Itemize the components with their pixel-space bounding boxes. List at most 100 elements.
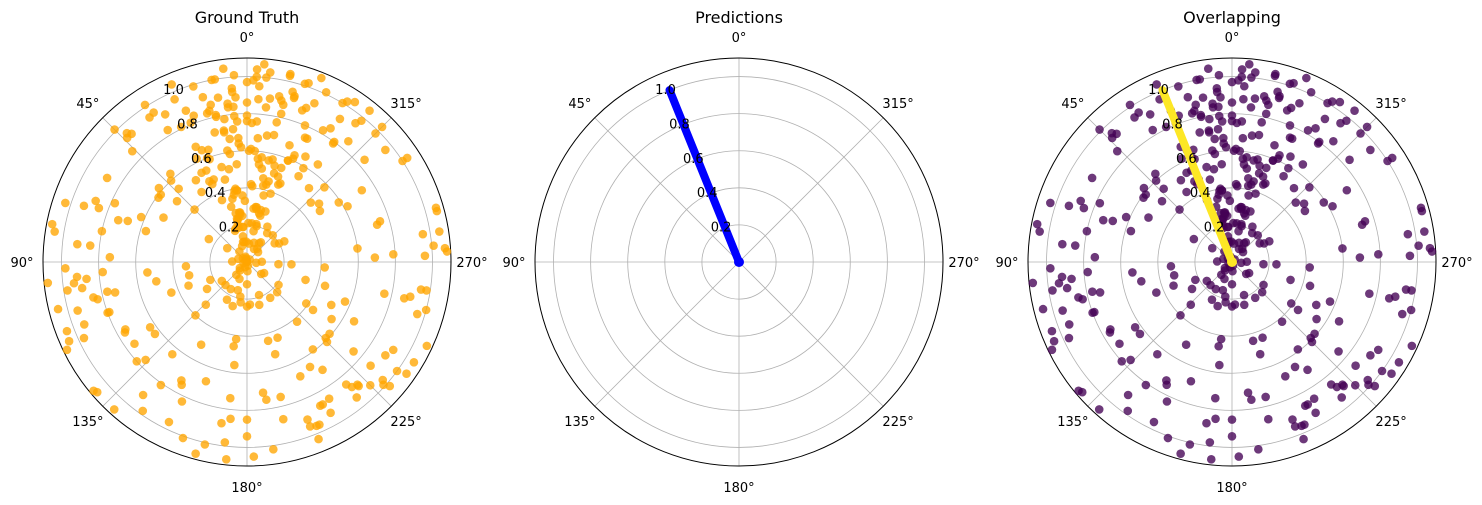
scatter-point <box>318 126 328 135</box>
scatter-point <box>1208 146 1217 155</box>
scatter-point <box>1046 264 1055 273</box>
scatter-point <box>1174 82 1183 91</box>
scatter-point <box>1227 111 1237 120</box>
scatter-point <box>254 81 264 91</box>
prediction-line <box>665 86 743 266</box>
scatter-point <box>79 333 89 343</box>
scatter-point <box>145 323 155 332</box>
scatter-point <box>245 300 255 309</box>
scatter-point <box>1208 103 1218 112</box>
scatter-point <box>1130 323 1140 332</box>
scatter-point <box>1234 76 1243 85</box>
scatter-point <box>228 194 237 204</box>
scatter-point <box>250 146 260 156</box>
scatter-point <box>1176 311 1185 320</box>
scatter-point <box>1223 191 1232 200</box>
scatter-point <box>258 173 268 183</box>
chart-title: Predictions <box>695 8 783 27</box>
scatter-point <box>343 201 352 211</box>
scatter-point <box>206 100 216 110</box>
scatter-point <box>1230 300 1240 309</box>
scatter-point <box>1239 94 1248 104</box>
scatter-point <box>218 64 228 74</box>
scatter-point <box>1205 438 1215 447</box>
scatter-point <box>151 276 161 286</box>
scatter-point <box>1249 156 1258 165</box>
scatter-point <box>53 304 63 314</box>
scatter-point <box>206 275 215 285</box>
scatter-point <box>1152 288 1161 297</box>
scatter-point <box>1239 300 1249 310</box>
scatter-point <box>1214 341 1223 351</box>
scatter-point <box>103 308 112 318</box>
scatter-point <box>1250 68 1260 77</box>
scatter-point <box>1299 199 1309 208</box>
scatter-point <box>1286 152 1295 161</box>
scatter-point <box>168 349 177 359</box>
scatter-point <box>276 163 286 173</box>
angle-tick-label: 315° <box>390 97 421 112</box>
scatter-point <box>274 259 283 269</box>
scatter-point <box>1414 241 1423 250</box>
scatter-point <box>1202 418 1211 428</box>
scatter-point <box>274 239 284 248</box>
scatter-point <box>1094 405 1104 414</box>
scatter-point <box>1177 154 1186 163</box>
scatter-point <box>1312 314 1321 324</box>
angle-tick-label: 135° <box>564 415 595 430</box>
scatter-point <box>301 103 311 113</box>
scatter-point <box>217 418 226 428</box>
scatter-point <box>1161 122 1171 132</box>
scatter-point <box>1237 117 1247 126</box>
scatter-point <box>1215 360 1224 370</box>
scatter-point <box>262 131 272 140</box>
scatter-point <box>353 244 362 253</box>
scatter-point <box>170 95 179 104</box>
scatter-point <box>1248 336 1258 346</box>
scatter-point <box>420 251 430 261</box>
scatter-point <box>1334 347 1343 356</box>
scatter-point <box>1287 134 1297 143</box>
scatter-point <box>1243 173 1253 183</box>
scatter-point <box>314 199 324 208</box>
scatter-point <box>1261 163 1271 173</box>
scatter-point <box>1325 297 1335 306</box>
scatter-point <box>62 326 72 336</box>
angle-tick-label: 45° <box>568 97 591 112</box>
scatter-point <box>1187 109 1197 118</box>
scatter-point <box>1046 198 1055 208</box>
scatter-point <box>320 281 330 291</box>
scatter-point <box>177 397 187 406</box>
scatter-point <box>211 112 221 122</box>
scatter-point <box>1186 376 1196 386</box>
angular-gridline <box>594 261 740 407</box>
scatter-point <box>276 109 286 119</box>
scatter-point <box>1240 211 1250 220</box>
scatter-point <box>1064 333 1074 343</box>
scatter-point <box>1394 357 1404 367</box>
scatter-point <box>1272 260 1281 269</box>
scatter-point <box>163 125 173 135</box>
scatter-point <box>375 217 385 226</box>
scatter-point <box>1163 433 1173 443</box>
scatter-point <box>1250 293 1260 303</box>
scatter-point <box>1223 222 1233 232</box>
scatter-point <box>1246 103 1256 112</box>
angle-tick-label: 225° <box>882 415 913 430</box>
scatter-point <box>1148 125 1158 135</box>
scatter-point <box>1286 103 1296 113</box>
scatter-point <box>1401 285 1411 294</box>
scatter-point <box>1326 380 1336 389</box>
scatter-point <box>1183 92 1193 102</box>
scatter-point <box>320 182 329 192</box>
scatter-point <box>196 340 206 350</box>
radial-tick-label: 0.4 <box>205 186 226 201</box>
scatter-point <box>1244 60 1254 69</box>
scatter-point <box>266 189 275 198</box>
radial-tick-label: 0.2 <box>711 221 732 236</box>
scatter-point <box>1166 261 1176 271</box>
scatter-point <box>1088 287 1097 296</box>
scatter-point <box>1058 306 1067 315</box>
scatter-point <box>85 241 95 250</box>
scatter-point <box>249 76 258 85</box>
